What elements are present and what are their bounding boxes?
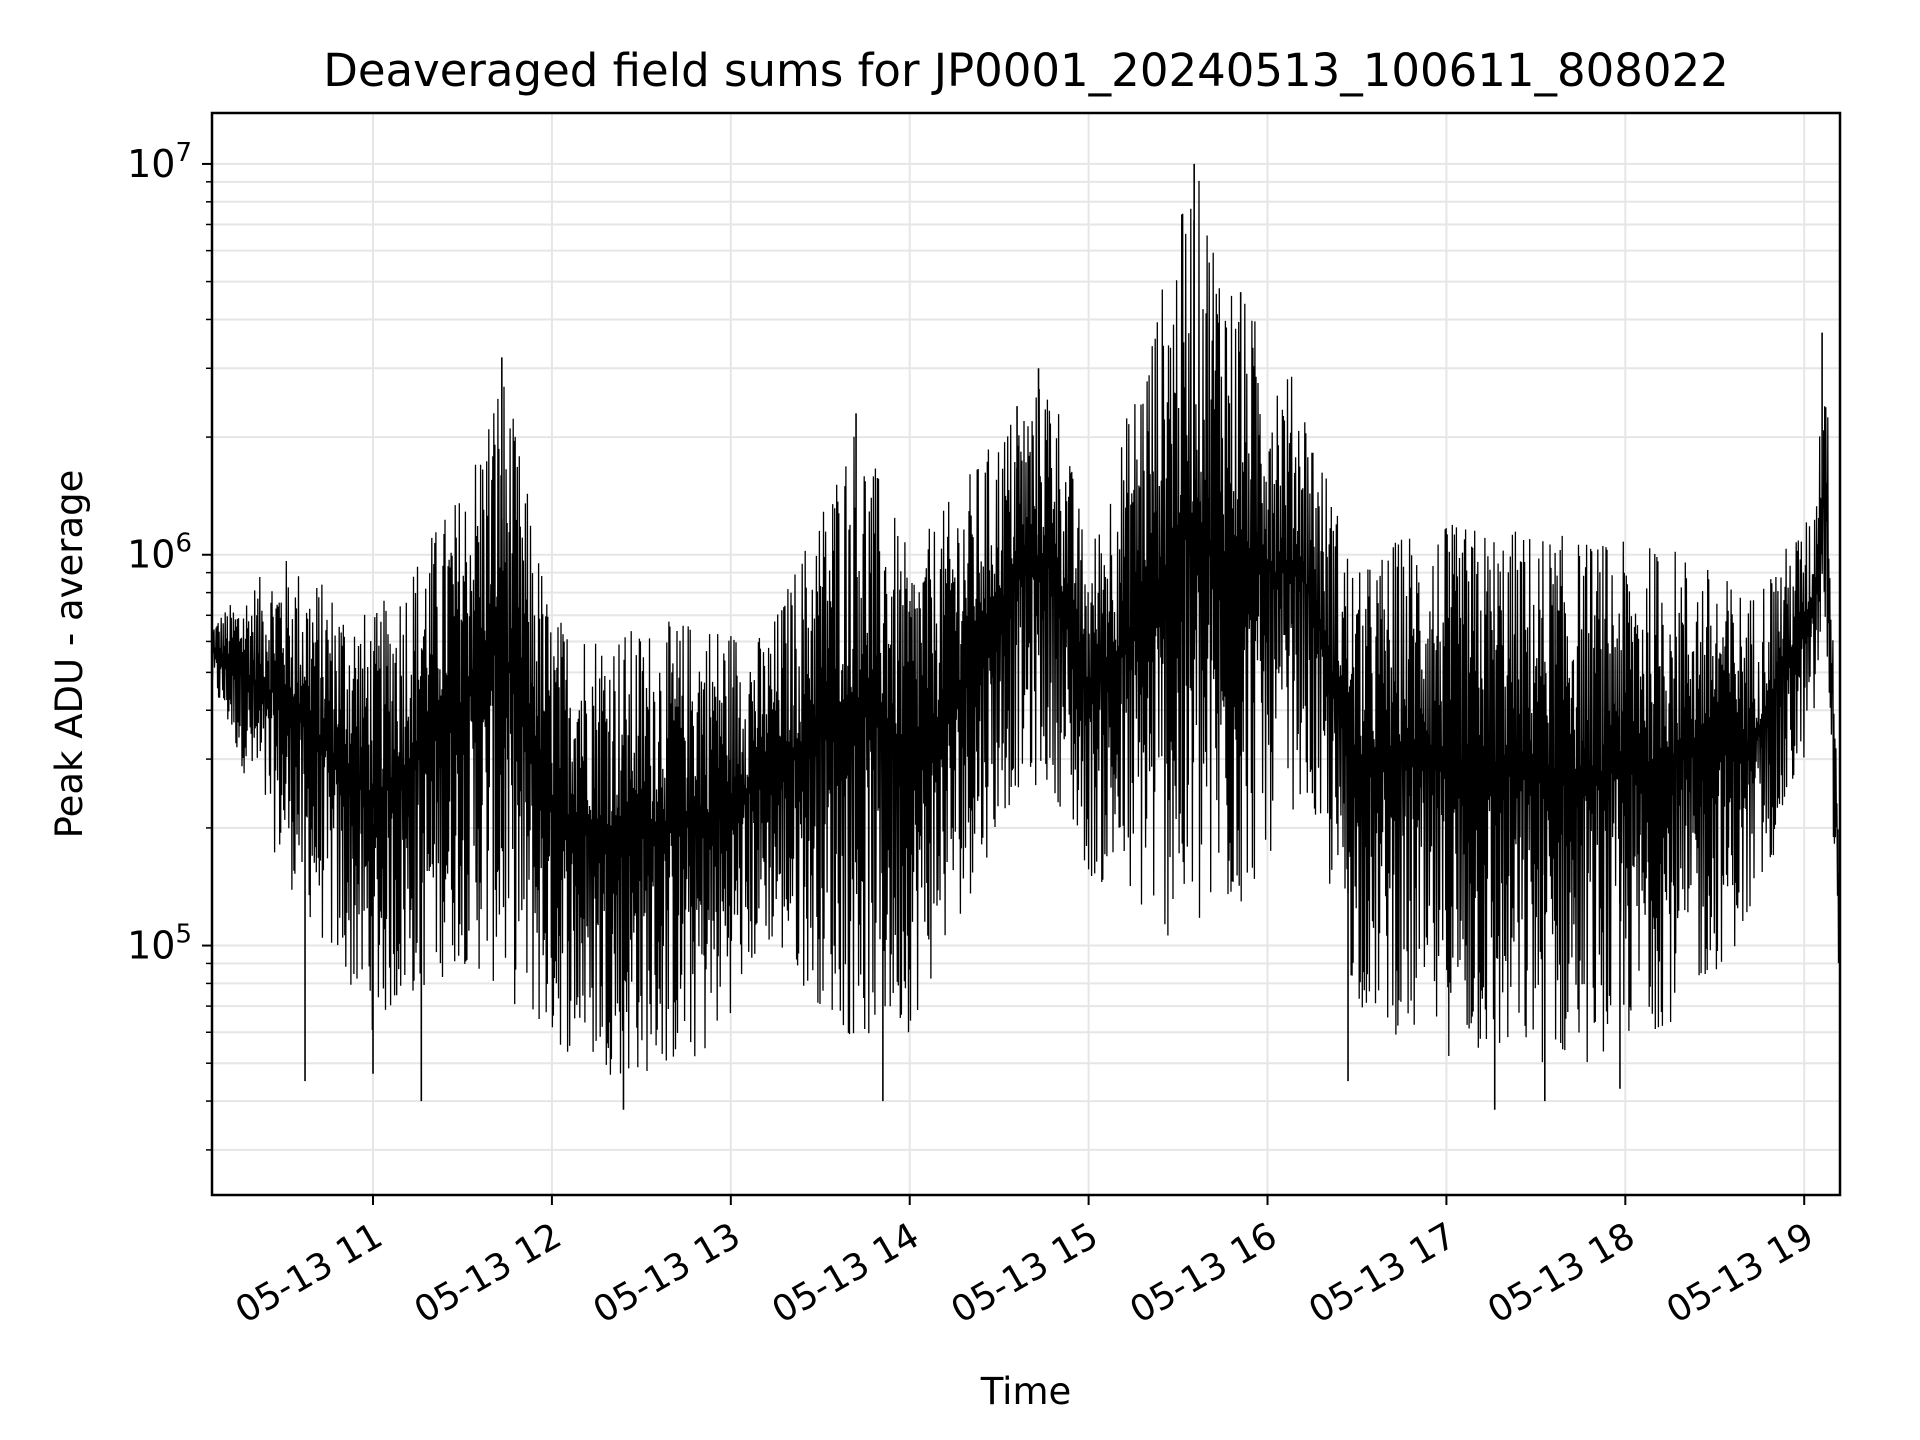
plot-frame [210, 111, 1842, 1197]
y-tick-label: 106 [127, 529, 192, 577]
y-tick-label: 107 [127, 138, 192, 186]
data-series-line [211, 180, 1841, 1075]
x-axis-label: Time [980, 1370, 1072, 1413]
chart-title: Deaveraged field sums for JP0001_2024051… [323, 44, 1729, 97]
plot-layer [211, 163, 1841, 1110]
y-axis-label: Peak ADU - average [48, 470, 91, 839]
y-tick-label: 105 [127, 920, 192, 968]
